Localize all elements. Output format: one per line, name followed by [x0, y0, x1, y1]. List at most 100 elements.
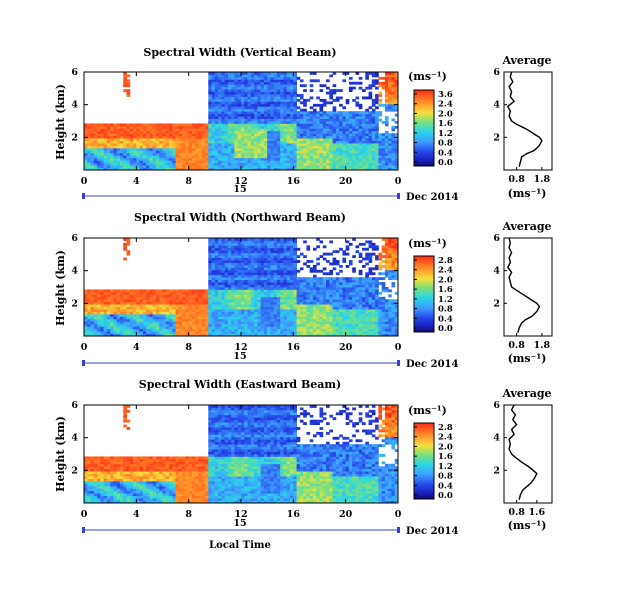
heatmap-cell [218, 245, 222, 249]
heatmap-cell [146, 157, 150, 161]
heatmap-cell [221, 147, 226, 151]
heatmap-cell [273, 313, 278, 317]
heatmap-cell [394, 113, 399, 117]
heatmap-cell [172, 309, 176, 312]
heatmap-cell [221, 74, 226, 78]
heatmap-cell [254, 262, 258, 266]
heatmap-cell [93, 125, 98, 129]
heatmap-cell [211, 147, 216, 151]
heatmap-cell [276, 94, 281, 97]
heatmap-cell [211, 152, 216, 156]
heatmap-cell [358, 121, 363, 124]
heatmap-cell [329, 140, 333, 144]
heatmap-cell [335, 143, 340, 146]
heatmap-cell [244, 301, 248, 305]
heatmap-cell [388, 106, 392, 110]
heatmap-cell [290, 309, 294, 312]
heatmap-cell [342, 140, 347, 144]
heatmap-cell [345, 145, 350, 149]
heatmap-cell [290, 106, 294, 110]
heatmap-cell [84, 294, 88, 298]
heatmap-cell [342, 157, 347, 161]
heatmap-cell [309, 147, 314, 151]
heatmap-cell [169, 318, 173, 322]
heatmap-cell [299, 313, 304, 317]
heatmap-cell [273, 111, 278, 115]
heatmap-cell [371, 143, 376, 146]
heatmap-cell [221, 294, 226, 298]
heatmap-cell [211, 81, 216, 85]
heatmap-cell [286, 150, 291, 154]
heatmap-cell [110, 333, 114, 337]
heatmap-cell [126, 74, 131, 78]
colorbar-scale [413, 89, 435, 167]
heatmap-cell [257, 309, 262, 312]
heatmap-cell [198, 140, 203, 144]
heatmap-cell [309, 304, 314, 307]
heatmap-cell [234, 257, 239, 261]
heatmap-cell [286, 123, 291, 127]
heatmap-cell [329, 289, 333, 293]
heatmap-cell [247, 118, 252, 122]
heatmap-cell [270, 306, 275, 310]
heatmap-cell [267, 72, 271, 75]
heatmap-cell [332, 145, 337, 149]
heatmap-cell [221, 81, 226, 85]
heatmap-cell [97, 138, 101, 141]
heatmap-cell [221, 113, 226, 117]
heatmap-cell [152, 128, 157, 132]
heatmap-cell [214, 333, 219, 337]
heatmap-cell [306, 289, 311, 293]
heatmap-cell [260, 128, 265, 132]
heatmap-cell [155, 328, 160, 332]
heatmap-cell [260, 321, 265, 325]
heatmap-cell [182, 289, 186, 293]
heatmap-cell [129, 333, 134, 337]
heatmap-cell [352, 135, 356, 139]
heatmap-cell [312, 274, 317, 278]
heatmap-cell [306, 328, 311, 332]
heatmap-cell [231, 257, 235, 261]
heatmap-cell [208, 299, 212, 303]
heatmap-cell [306, 157, 311, 161]
heatmap-cell [283, 284, 288, 288]
heatmap-cell [381, 103, 386, 107]
heatmap-cell [263, 262, 268, 266]
heatmap-cell [247, 150, 252, 154]
heatmap-cell [316, 123, 320, 127]
heatmap-cell [100, 143, 105, 146]
heatmap-cell [391, 101, 396, 105]
heatmap-cell [368, 84, 373, 88]
average-profile-line [506, 71, 543, 167]
heatmap-cell [175, 309, 180, 312]
heatmap-cell [250, 252, 255, 256]
heatmap-cell [365, 160, 369, 164]
heatmap-cell [381, 84, 386, 88]
heatmap-cell [270, 279, 275, 283]
heatmap-cell [250, 91, 255, 95]
heatmap-cell [159, 138, 163, 141]
heatmap-cell [332, 306, 337, 310]
heatmap-cell [254, 287, 258, 290]
heatmap-cell [257, 287, 262, 290]
heatmap-cell [205, 309, 209, 312]
heatmap-cell [260, 245, 265, 249]
heatmap-cell [309, 301, 314, 305]
heatmap-cell [348, 111, 353, 115]
heatmap-cell [273, 267, 278, 271]
heatmap-cell [221, 94, 226, 97]
heatmap-cell [312, 150, 317, 154]
heatmap-cell [394, 96, 399, 100]
heatmap-cell [339, 152, 343, 156]
heatmap-cell [119, 306, 124, 310]
heatmap-cell [254, 128, 258, 132]
heatmap-cell [316, 245, 320, 249]
heatmap-cell [178, 318, 183, 322]
heatmap-cell [358, 160, 363, 164]
heatmap-cell [198, 160, 203, 164]
heatmap-cell [123, 79, 127, 83]
heatmap-cell [358, 103, 363, 107]
heatmap-cell [237, 238, 242, 241]
heatmap-cell [93, 328, 98, 332]
heatmap-cell [303, 101, 307, 105]
